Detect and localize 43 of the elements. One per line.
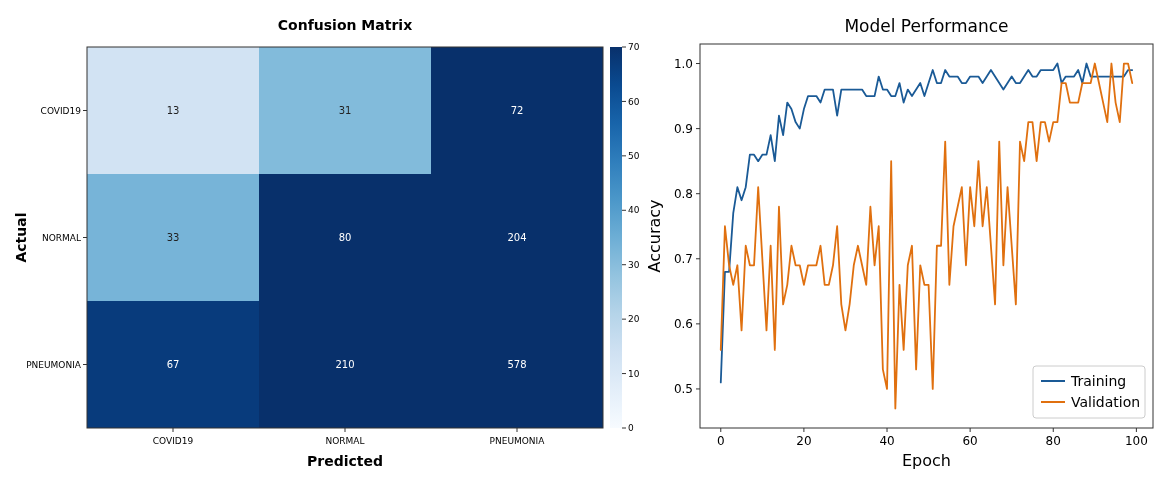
chart-title: Model Performance	[844, 16, 1009, 36]
data-label: 204	[507, 232, 527, 243]
y-tick-label: PNEUMONIA	[26, 359, 82, 370]
y-tick-label: 0.8	[673, 186, 693, 201]
y-tick-label: COVID19	[40, 105, 82, 116]
y-tick-label: NORMAL	[41, 232, 81, 243]
data-label: 13	[166, 105, 180, 116]
x-tick-label: 80	[1045, 434, 1061, 448]
x-tick-label: 0	[716, 434, 725, 448]
y-tick-label: 0.6	[673, 317, 693, 332]
legend-label: Validation	[1071, 393, 1141, 410]
data-label: 31	[338, 105, 352, 116]
x-axis-title: Epoch	[902, 451, 951, 470]
x-tick-label: 60	[962, 434, 978, 448]
data-label: 210	[335, 359, 355, 370]
x-axis-title: Predicted	[307, 453, 383, 469]
data-label: 80	[338, 232, 352, 243]
data-label: 578	[507, 359, 527, 370]
color-bar-label: 0	[628, 423, 634, 434]
data-label: 67	[166, 359, 180, 370]
color-bar-label: 40	[628, 205, 640, 216]
x-tick-label: 20	[796, 434, 812, 448]
y-tick-label: 1.0	[673, 56, 693, 71]
data-label: 72	[510, 105, 524, 116]
x-tick-label: NORMAL	[325, 436, 365, 446]
y-axis-title: Accuracy	[645, 199, 664, 273]
color-bar-label: 70	[628, 42, 640, 53]
y-axis-title: Actual	[12, 212, 29, 263]
y-tick-label: 0.9	[673, 121, 693, 136]
x-tick-label: PNEUMONIA	[489, 436, 546, 446]
x-tick-label: 100	[1124, 434, 1148, 448]
legend-label: Training	[1070, 372, 1127, 389]
color-bar-label: 10	[628, 368, 640, 379]
data-label: 33	[166, 232, 180, 243]
x-tick-label: COVID19	[152, 436, 194, 446]
y-tick-label: 0.5	[673, 382, 693, 397]
color-bar-label: 60	[628, 96, 640, 107]
color-bar-label: 30	[628, 259, 640, 270]
chart-title: Confusion Matrix	[277, 17, 413, 33]
y-tick-label: 0.7	[673, 251, 693, 266]
x-tick-label: 40	[879, 434, 895, 448]
color-bar-label: 20	[628, 314, 640, 325]
color-bar-label: 50	[628, 151, 640, 162]
